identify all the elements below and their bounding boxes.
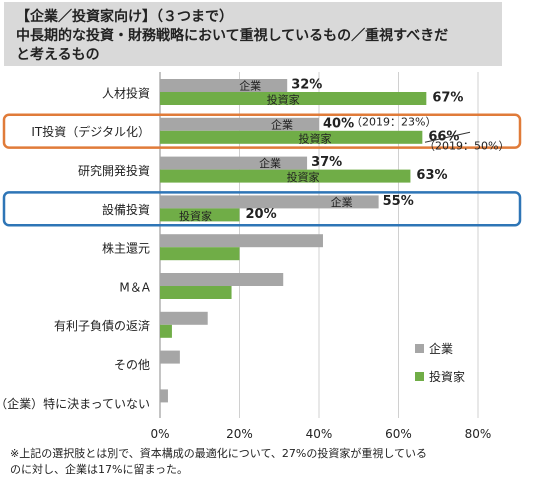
bar-investor [160, 208, 240, 222]
bar-investor [160, 324, 172, 338]
chart-title-line-3: と考えるもの [16, 47, 100, 63]
value-label-investor: 67% [432, 91, 463, 106]
bar-investor [160, 286, 232, 299]
value-label-corporate: 40% [323, 116, 354, 131]
value-label-corporate: 55% [383, 194, 414, 209]
legend-swatch [415, 372, 424, 381]
category-label: 株主還元 [102, 241, 150, 256]
x-tick-label: 40% [306, 427, 333, 441]
highlight-frame [2, 113, 522, 149]
annotation-connector [424, 131, 471, 143]
bar-series-label-corporate: 企業 [271, 117, 293, 131]
bar-series-label-corporate: 企業 [331, 195, 353, 209]
bar-corporate [160, 234, 323, 248]
bar-series-label-corporate: 企業 [239, 79, 261, 93]
category-label: 有利子負債の返済 [54, 318, 150, 333]
category-label: M＆A [119, 280, 150, 294]
bar-series-label-investor: 投資家 [299, 131, 332, 145]
value-label-investor: 63% [416, 168, 447, 183]
x-tick-label: 80% [465, 427, 492, 441]
bar-corporate [160, 156, 308, 170]
x-tick-label: 0% [150, 427, 169, 441]
footnote-line-1: ※上記の選択肢とは別で、資本構成の最適化について、27%の投資家が重視している [10, 447, 428, 460]
bar-corporate [160, 389, 168, 403]
chart-title-line-2: 中長期的な投資・財務戦略において重視しているもの／重視すべきだ [16, 28, 449, 44]
bar-series-label-investor: 投資家 [267, 93, 300, 107]
category-label: IT投資（デジタル化） [31, 124, 150, 139]
chart-title-line-1: 【企業／投資家向け】（３つまで） [16, 9, 233, 25]
value-label-investor: 20% [246, 207, 277, 222]
category-label: 人材投資 [102, 85, 150, 100]
bar-investor [160, 247, 240, 261]
bar-corporate [160, 195, 379, 209]
x-tick-label: 20% [226, 427, 253, 441]
value-label-investor: 66% [428, 129, 459, 144]
annotation-2019-investor: （2019：50%） [424, 139, 509, 152]
footnote-line-2: のに対し、企業は17%に留まった。 [10, 463, 189, 476]
annotation-2019-corporate: （2019：23%） [351, 115, 436, 128]
bar-investor [160, 169, 411, 183]
bar-corporate [160, 350, 180, 364]
bar-corporate [160, 273, 284, 286]
legend-label: 投資家 [429, 369, 465, 384]
bar-corporate [160, 311, 208, 325]
value-label-corporate: 32% [291, 78, 322, 93]
category-label: その他 [114, 358, 150, 372]
title-banner: 【企業／投資家向け】（３つまで） 中長期的な投資・財務戦略において重視しているも… [4, 2, 502, 66]
highlight-frame [2, 191, 522, 227]
bar-series-label-investor: 投資家 [179, 209, 212, 223]
bar-series-label-investor: 投資家 [287, 170, 320, 184]
bar-series-label-corporate: 企業 [259, 156, 281, 170]
value-label-corporate: 37% [311, 155, 342, 170]
legend-label: 企業 [429, 341, 453, 356]
category-label: （企業）特に決まっていない [0, 396, 150, 411]
x-tick-label: 60% [385, 427, 412, 441]
bar-investor [160, 92, 427, 105]
bar-investor [160, 130, 423, 144]
legend-swatch [415, 344, 424, 353]
category-label: 設備投資 [102, 202, 150, 217]
category-label: 研究開発投資 [78, 163, 150, 178]
bar-corporate [160, 79, 288, 92]
bar-corporate [160, 117, 319, 131]
